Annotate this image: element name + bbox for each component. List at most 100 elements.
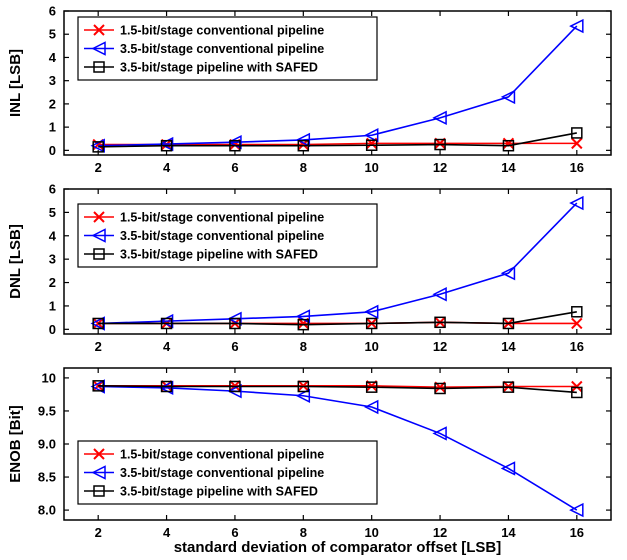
legend-label: 3.5-bit/stage pipeline with SAFED (120, 61, 318, 75)
legend-item: 3.5-bit/stage conventional pipeline (84, 465, 324, 480)
legend-label: 1.5-bit/stage conventional pipeline (120, 211, 324, 225)
legend-item: 1.5-bit/stage conventional pipeline (84, 24, 324, 38)
data-point (229, 380, 241, 393)
data-point (364, 304, 379, 319)
data-point (434, 138, 446, 151)
y-tick-label: 4 (49, 228, 57, 243)
legend-item: 3.5-bit/stage conventional pipeline (84, 228, 324, 243)
x-tick-label: 16 (570, 160, 584, 175)
x-tick-label: 10 (364, 160, 378, 175)
y-axis-label: DNL [LSB] (7, 224, 24, 299)
legend-item: 3.5-bit/stage conventional pipeline (84, 41, 324, 56)
legend-label: 1.5-bit/stage conventional pipeline (120, 24, 324, 38)
y-tick-label: 0 (49, 322, 56, 337)
data-point (571, 137, 583, 150)
legend-marker (93, 24, 105, 36)
data-point (92, 141, 104, 153)
legend-marker (93, 485, 105, 497)
data-point (502, 381, 515, 393)
series-3 (92, 306, 583, 331)
series-line (98, 132, 577, 148)
data-point (502, 139, 515, 152)
data-point (365, 317, 378, 330)
series-line (98, 25, 578, 147)
y-tick-label: 6 (49, 182, 56, 197)
x-tick-label: 16 (570, 339, 584, 354)
plot-frame (63, 10, 612, 156)
legend-label: 3.5-bit/stage conventional pipeline (120, 466, 324, 480)
data-point (295, 388, 311, 403)
data-point (297, 380, 310, 393)
data-point (502, 317, 515, 330)
x-tick-label: 4 (163, 160, 171, 175)
data-point (229, 139, 241, 152)
x-tick-label: 12 (433, 339, 447, 354)
data-point (569, 18, 584, 34)
data-point (571, 306, 583, 318)
legend-marker (93, 61, 105, 73)
x-tick-label: 8 (300, 339, 307, 354)
data-point (500, 461, 516, 476)
legend-item: 3.5-bit/stage pipeline with SAFED (84, 485, 318, 499)
data-point (571, 127, 583, 139)
series-line (98, 385, 578, 511)
legend-box (77, 203, 378, 268)
data-point (571, 317, 583, 330)
y-tick-label: 8.0 (38, 503, 56, 518)
x-tick-label: 16 (570, 525, 584, 540)
legend-item: 1.5-bit/stage conventional pipeline (84, 448, 324, 462)
data-point (432, 110, 447, 126)
legend-item: 3.5-bit/stage pipeline with SAFED (84, 248, 318, 262)
y-tick-label: 3 (49, 73, 56, 88)
series-3 (92, 380, 583, 399)
y-tick-label: 5 (49, 27, 56, 42)
data-point (297, 318, 310, 331)
legend: 1.5-bit/stage conventional pipeline 3.5-b… (77, 440, 378, 505)
x-tick-label: 6 (231, 160, 238, 175)
data-point (160, 317, 173, 330)
x-tick-label: 6 (231, 339, 238, 354)
data-point (434, 382, 446, 395)
legend-label: 1.5-bit/stage conventional pipeline (120, 448, 324, 462)
data-point (571, 380, 583, 393)
data-point (90, 138, 105, 153)
y-tick-label: 2 (49, 275, 56, 290)
x-tick-label: 14 (501, 160, 516, 175)
data-point (364, 128, 379, 143)
data-point (365, 381, 378, 393)
data-point (297, 139, 310, 152)
data-point (571, 386, 583, 399)
legend-item: 3.5-bit/stage pipeline with SAFED (84, 61, 318, 75)
data-point (432, 426, 447, 441)
legend-label: 3.5-bit/stage pipeline with SAFED (120, 485, 318, 499)
x-tick-label: 8 (300, 160, 307, 175)
x-tick-label: 4 (163, 525, 171, 540)
series-line (98, 202, 578, 325)
series-2 (90, 379, 584, 518)
x-tick-label: 4 (163, 339, 171, 354)
y-axis-label: ENOB [Bit] (7, 405, 24, 483)
data-point (569, 195, 584, 211)
data-point (365, 139, 378, 151)
data-point (434, 316, 446, 329)
legend-label: 3.5-bit/stage conventional pipeline (120, 42, 324, 56)
y-tick-label: 0 (49, 143, 56, 158)
y-tick-label: 2 (49, 96, 56, 111)
y-tick-label: 1 (49, 298, 56, 313)
data-point (92, 380, 104, 392)
x-tick-label: 14 (501, 525, 516, 540)
data-point (160, 139, 173, 152)
x-tick-label: 12 (433, 160, 447, 175)
series-3 (92, 127, 583, 153)
data-point (229, 317, 241, 330)
y-axis-label: INL [LSB] (7, 49, 24, 117)
legend-label: 3.5-bit/stage pipeline with SAFED (120, 248, 318, 262)
series-line (98, 310, 577, 326)
legend-marker (91, 41, 106, 56)
legend-item: 1.5-bit/stage conventional pipeline (84, 211, 324, 225)
y-tick-label: 1 (49, 120, 56, 135)
y-tick-label: 10 (42, 370, 56, 385)
legend-box (77, 440, 378, 505)
